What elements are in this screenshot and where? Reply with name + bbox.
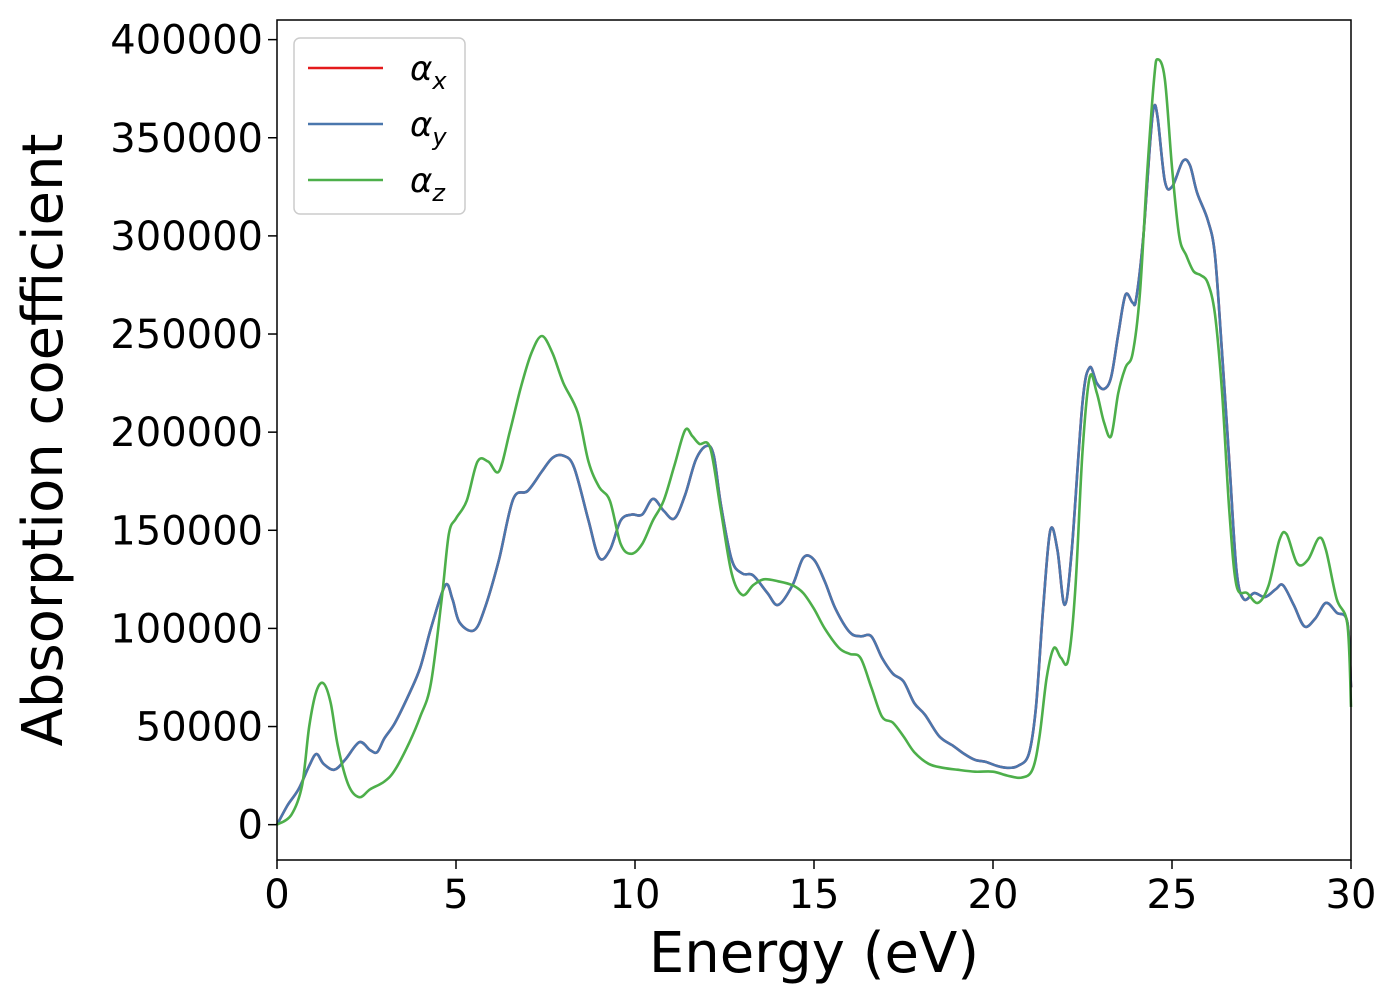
y-tick-label: 300000 [110, 214, 263, 260]
x-tick-label: 10 [610, 872, 661, 918]
y-tick-label: 200000 [110, 410, 263, 456]
x-tick-label: 25 [1147, 872, 1198, 918]
series-layer [275, 58, 1353, 826]
legend-label-y: αy [410, 105, 447, 151]
y-tick-label: 0 [238, 803, 263, 849]
x-tick-label: 30 [1326, 872, 1377, 918]
y-ticks: 0 50000 100000 150000 200000 250000 300000 3500… [110, 18, 277, 849]
y-tick-label: 350000 [110, 116, 263, 162]
x-ticks: 0 5 10 15 20 25 30 [264, 860, 1376, 918]
y-tick-label: 250000 [110, 312, 263, 358]
x-tick-label: 0 [264, 872, 289, 918]
y-tick-label: 150000 [110, 508, 263, 554]
series-line-y [275, 103, 1353, 826]
x-tick-label: 5 [443, 872, 468, 918]
x-tick-label: 20 [968, 872, 1019, 918]
series-line-z [276, 58, 1353, 826]
x-axis-label: Energy (eV) [649, 921, 979, 986]
y-axis-label: Absorption coefficient [11, 134, 76, 747]
x-tick-label: 15 [789, 872, 840, 918]
y-tick-label: 50000 [136, 705, 263, 751]
y-tick-label: 100000 [110, 606, 263, 652]
legend-frame [293, 37, 466, 215]
y-tick-label: 400000 [110, 18, 263, 64]
